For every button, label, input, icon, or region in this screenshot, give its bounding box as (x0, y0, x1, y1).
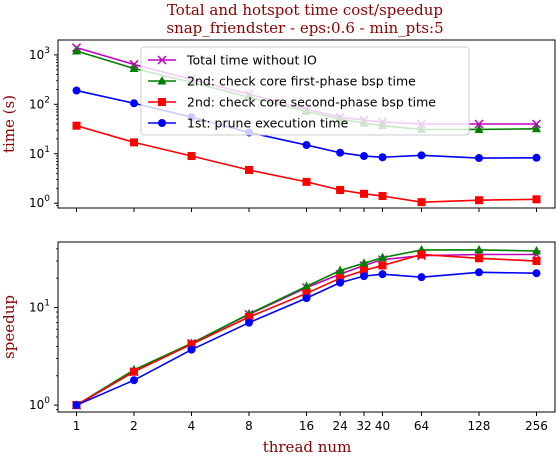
legend-box (140, 46, 470, 136)
chart-title: Total and hotspot time cost/speedup (167, 1, 443, 19)
x-tick-label: 64 (414, 419, 429, 433)
y-tick-label: 100 (29, 194, 50, 210)
circle-marker (417, 273, 426, 282)
triangle-marker (378, 252, 388, 262)
circle-marker (378, 153, 387, 162)
x-tick-label: 24 (332, 419, 347, 433)
x-axis-label: thread num (263, 438, 352, 456)
square-marker (336, 185, 345, 194)
series-3 (72, 121, 541, 207)
x-marker-stroke (474, 119, 484, 129)
triangle-marker (157, 76, 167, 85)
circle-marker (130, 99, 139, 108)
square-marker (474, 254, 483, 263)
x-marker (474, 119, 484, 129)
square-marker (378, 191, 387, 200)
square-marker (130, 367, 139, 376)
square-marker (474, 196, 483, 205)
square-marker (245, 313, 254, 322)
legend-entry: Total time without IO (186, 53, 317, 68)
y-tick-label: 101 (29, 299, 50, 315)
series-2 (72, 244, 541, 409)
square-marker (187, 152, 196, 161)
square-marker (158, 98, 166, 106)
circle-marker (302, 294, 311, 303)
x-marker-stroke (157, 55, 167, 65)
series-4 (72, 268, 541, 410)
triangle-marker (531, 246, 541, 255)
square-marker (130, 138, 139, 147)
triangle-marker (302, 281, 311, 290)
square-marker (359, 189, 368, 198)
legend-entry: 1st: prune execution time (187, 116, 349, 131)
triangle-marker (474, 244, 484, 254)
circle-marker (474, 268, 483, 277)
x-tick-label: 1 (73, 419, 81, 433)
square-marker (359, 266, 368, 275)
x-tick-label: 16 (299, 419, 314, 433)
square-marker (532, 257, 541, 266)
square-marker (302, 289, 311, 298)
legend-entry: 2nd: check core second-phase bsp time (187, 95, 436, 110)
circle-marker (302, 141, 311, 150)
x-tick-label: 128 (468, 419, 491, 433)
circle-marker (245, 318, 254, 327)
circle-marker (359, 272, 368, 281)
square-marker (187, 340, 196, 349)
x-tick-label: 8 (245, 419, 253, 433)
series-line (76, 124, 537, 203)
circle-marker (532, 269, 541, 278)
chart-subtitle: snap_friendster - eps:0.6 - min_pts:5 (166, 19, 443, 37)
x-tick-label: 40 (375, 419, 390, 433)
square-marker (302, 177, 311, 186)
y-tick-label: 102 (29, 95, 50, 111)
x-tick-label: 2 (130, 419, 138, 433)
square-marker (378, 261, 387, 270)
circle-marker (532, 153, 541, 162)
triangle-marker (531, 123, 541, 133)
square-marker (417, 250, 426, 259)
y-tick-label: 101 (29, 145, 50, 161)
x-marker (157, 55, 167, 65)
circle-marker (474, 154, 483, 163)
circle-marker (417, 151, 426, 160)
legend-entry: 2nd: check core first-phase bsp time (187, 74, 416, 89)
triangle-marker (335, 265, 345, 274)
circle-marker (336, 148, 345, 157)
series-1 (71, 249, 542, 410)
circle-marker (359, 152, 368, 161)
square-marker (532, 195, 541, 204)
triangle-marker (359, 258, 369, 267)
series-line (76, 253, 537, 406)
circle-marker (158, 119, 166, 127)
y-axis-label: time (s) (0, 95, 18, 153)
circle-marker (187, 345, 196, 354)
triangle-marker (129, 63, 139, 73)
circle-marker (130, 376, 139, 385)
square-marker (72, 121, 81, 130)
circle-marker (72, 86, 81, 95)
x-tick-label: 4 (188, 419, 196, 433)
legend: Total time without IO 2nd: check core fir… (140, 46, 470, 136)
square-marker (417, 198, 426, 207)
y-tick-label: 100 (29, 396, 50, 412)
series-line (76, 253, 537, 406)
x-tick-label: 32 (356, 419, 371, 433)
triangle-marker (474, 124, 484, 133)
plot-panel-1: 100 101 102 103 time (s) Total time without I… (0, 39, 556, 212)
x-tick-label: 256 (525, 419, 548, 433)
square-marker (336, 274, 345, 283)
circle-marker (72, 401, 81, 410)
y-tick-label: 103 (29, 46, 50, 62)
circle-marker (336, 278, 345, 287)
triangle-marker (72, 45, 82, 55)
circle-marker (378, 270, 387, 279)
square-marker (245, 165, 254, 174)
y-axis-label: speedup (0, 295, 18, 359)
plot-frame (57, 241, 556, 413)
series-3 (72, 250, 541, 410)
